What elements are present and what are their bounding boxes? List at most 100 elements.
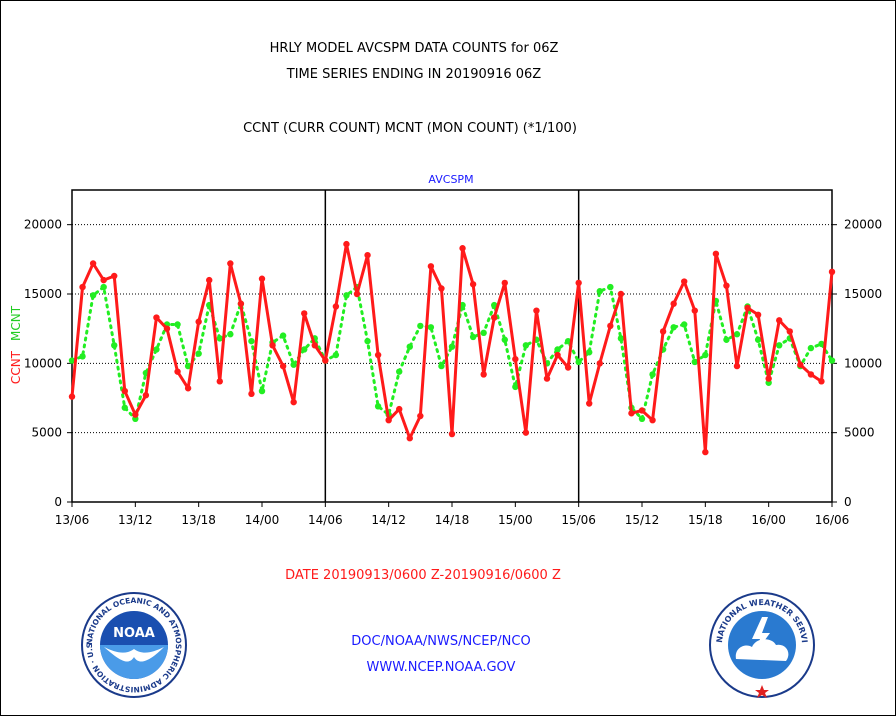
data-point-mcnt-39 — [480, 329, 487, 337]
data-point-mcnt-35 — [438, 362, 445, 370]
plot-area: 0 0 5000 5000 10000 10000 15000 15000 20000 20000… — [24, 189, 882, 527]
y-tick-label-right-2: 10000 — [844, 356, 882, 370]
data-point-ccnt-26 — [343, 240, 350, 248]
data-point-ccnt-31 — [396, 405, 403, 413]
data-point-mcnt-0 — [68, 357, 76, 364]
y-tick-label-left-4: 20000 — [24, 218, 62, 232]
data-point-mcnt-72 — [828, 357, 836, 364]
data-point-mcnt-37 — [459, 301, 466, 309]
data-point-ccnt-22 — [301, 310, 308, 317]
x-tick-label-3: 14/00 — [245, 513, 280, 527]
data-point-ccnt-5 — [121, 387, 128, 395]
data-point-ccnt-54 — [638, 407, 646, 414]
data-point-ccnt-58 — [681, 278, 688, 285]
data-point-ccnt-23 — [311, 342, 318, 349]
data-point-mcnt-42 — [512, 383, 519, 391]
x-tick-label-1: 13/12 — [118, 513, 153, 527]
noaa-logo: NATIONAL OCEANIC AND ATMOSPHERIC ADMINIS… — [81, 592, 187, 698]
data-point-ccnt-28 — [364, 251, 371, 259]
data-point-mcnt-11 — [184, 362, 192, 370]
data-point-mcnt-14 — [216, 335, 223, 342]
data-point-mcnt-48 — [575, 358, 582, 366]
x-tick-label-11: 16/00 — [751, 513, 786, 527]
data-point-mcnt-43 — [522, 342, 530, 349]
footer-website-line: WWW.NCEP.NOAA.GOV — [367, 660, 516, 675]
data-point-mcnt-20 — [279, 332, 287, 339]
data-point-ccnt-64 — [744, 304, 751, 312]
data-point-ccnt-56 — [659, 328, 667, 335]
data-point-ccnt-13 — [206, 276, 213, 284]
data-point-ccnt-55 — [649, 416, 656, 424]
data-point-ccnt-6 — [132, 411, 139, 418]
data-point-mcnt-65 — [754, 336, 762, 343]
data-point-mcnt-2 — [89, 292, 97, 299]
data-point-mcnt-63 — [733, 331, 741, 338]
data-point-ccnt-71 — [818, 378, 825, 385]
data-point-ccnt-67 — [776, 317, 783, 324]
data-point-ccnt-10 — [174, 368, 181, 375]
data-point-ccnt-42 — [512, 355, 519, 363]
data-point-ccnt-4 — [111, 272, 118, 280]
data-point-ccnt-35 — [438, 285, 445, 292]
data-point-mcnt-55 — [649, 371, 656, 378]
data-point-ccnt-7 — [142, 392, 150, 399]
data-point-ccnt-21 — [290, 398, 297, 406]
data-point-mcnt-25 — [332, 351, 340, 359]
series-line-mcnt — [70, 285, 834, 421]
data-point-ccnt-24 — [322, 357, 329, 364]
y-axis-label-mcnt: MCNT — [9, 305, 23, 341]
data-point-mcnt-67 — [776, 342, 783, 349]
data-point-ccnt-41 — [501, 279, 508, 287]
data-point-mcnt-58 — [681, 321, 688, 328]
data-point-ccnt-34 — [427, 263, 435, 270]
data-point-ccnt-25 — [332, 303, 340, 310]
data-point-mcnt-52 — [617, 335, 625, 342]
data-point-ccnt-45 — [543, 375, 551, 382]
data-point-ccnt-15 — [227, 260, 234, 267]
data-point-mcnt-54 — [638, 415, 646, 422]
data-point-mcnt-32 — [406, 343, 413, 350]
data-point-mcnt-33 — [417, 322, 424, 330]
data-point-mcnt-21 — [290, 361, 297, 368]
data-point-ccnt-27 — [353, 290, 361, 298]
data-point-mcnt-62 — [723, 336, 730, 343]
data-point-ccnt-12 — [195, 318, 202, 325]
svg-text:CCNTMCNT: CCNT MCNT — [9, 305, 23, 384]
data-point-mcnt-29 — [374, 403, 382, 410]
data-point-ccnt-43 — [522, 429, 530, 436]
data-point-ccnt-8 — [153, 314, 160, 321]
x-tick-label-2: 13/18 — [181, 513, 216, 527]
data-point-ccnt-39 — [480, 371, 487, 378]
data-point-ccnt-59 — [691, 307, 698, 314]
data-point-mcnt-34 — [427, 324, 435, 331]
data-point-ccnt-53 — [628, 410, 635, 417]
data-point-ccnt-37 — [459, 245, 466, 252]
data-point-mcnt-36 — [448, 343, 456, 350]
data-point-ccnt-65 — [754, 311, 762, 318]
data-point-ccnt-69 — [797, 361, 804, 368]
data-point-ccnt-60 — [702, 448, 709, 456]
data-point-mcnt-38 — [469, 333, 477, 341]
data-point-mcnt-49 — [586, 349, 593, 356]
data-point-ccnt-40 — [491, 314, 498, 321]
data-point-mcnt-40 — [491, 301, 498, 309]
data-point-ccnt-32 — [406, 435, 413, 442]
data-point-ccnt-9 — [163, 325, 171, 332]
x-tick-label-7: 15/00 — [498, 513, 533, 527]
y-tick-label-right-1: 5000 — [844, 426, 875, 440]
data-point-ccnt-52 — [617, 290, 625, 298]
data-point-mcnt-22 — [301, 346, 308, 353]
y-tick-label-left-2: 10000 — [24, 356, 62, 370]
data-point-ccnt-30 — [385, 416, 392, 424]
data-point-mcnt-71 — [818, 340, 825, 348]
y-tick-label-right-4: 20000 — [844, 218, 882, 232]
chart-title-line-2: TIME SERIES ENDING IN 20190916 06Z — [286, 67, 542, 82]
data-point-ccnt-48 — [575, 279, 582, 287]
y-axis-label: CCNT MCNT — [9, 305, 23, 384]
y-tick-label-left-3: 15000 — [24, 287, 62, 301]
data-point-ccnt-46 — [554, 351, 561, 359]
data-point-mcnt-18 — [258, 387, 266, 395]
data-point-mcnt-15 — [227, 331, 234, 338]
y-tick-label-right-0: 0 — [844, 495, 852, 509]
data-point-mcnt-70 — [807, 344, 815, 352]
